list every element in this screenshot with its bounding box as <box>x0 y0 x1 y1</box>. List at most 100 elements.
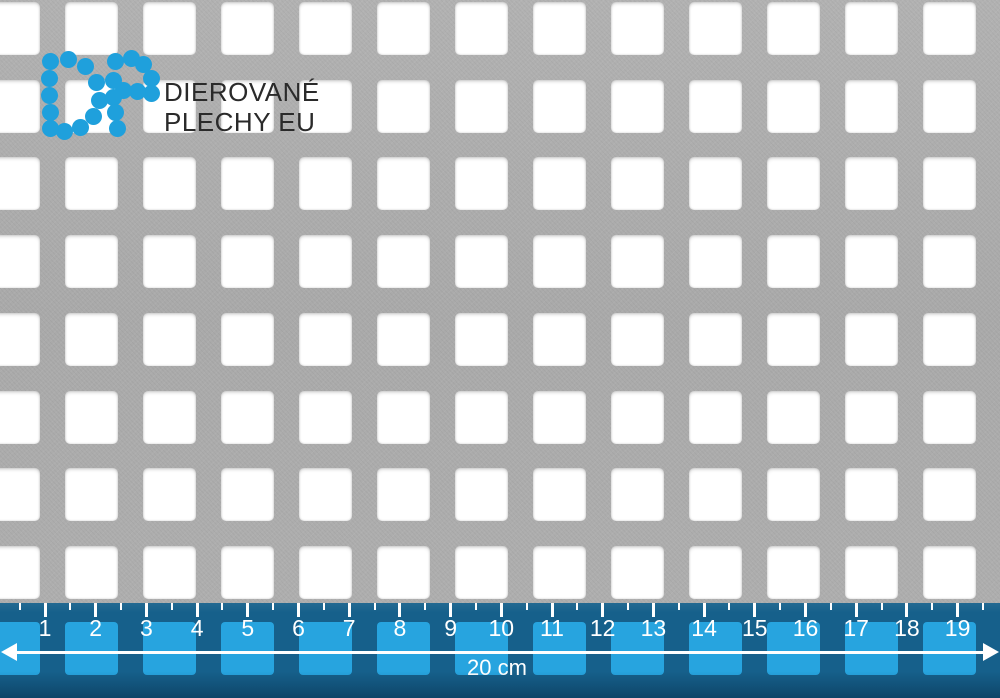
ruler-number: 1 <box>38 615 52 641</box>
square-hole <box>923 80 976 133</box>
square-hole <box>221 391 274 444</box>
square-hole <box>221 546 274 599</box>
square-hole <box>221 468 274 521</box>
square-hole <box>377 468 430 521</box>
square-hole <box>455 546 508 599</box>
ruler-tick-halfcm <box>981 603 984 610</box>
ruler-tick-halfcm <box>272 603 275 610</box>
square-hole <box>923 546 976 599</box>
ruler-tick-cm <box>702 603 706 617</box>
ruler-tick-cm <box>956 603 960 617</box>
square-hole <box>611 468 664 521</box>
square-hole <box>377 80 430 133</box>
square-hole <box>923 313 976 366</box>
square-hole <box>143 2 196 55</box>
ruler-tick-halfcm <box>829 603 832 610</box>
square-hole <box>299 468 352 521</box>
ruler-number: 6 <box>292 615 305 641</box>
ruler-number: 11 <box>540 615 564 641</box>
square-hole <box>0 235 40 288</box>
ruler-tick-halfcm <box>880 603 883 610</box>
square-hole <box>611 546 664 599</box>
ruler-tick-cm <box>753 603 757 617</box>
ruler-tick-cm <box>854 603 858 617</box>
logo-dot <box>41 119 59 137</box>
ruler-tick-cm <box>499 603 503 617</box>
square-hole <box>377 2 430 55</box>
ruler-number: 10 <box>488 615 515 641</box>
dp-logo: DIEROVANÉ PLECHY EU <box>40 49 350 145</box>
square-hole <box>845 313 898 366</box>
square-hole <box>143 391 196 444</box>
square-hole <box>767 468 820 521</box>
square-hole <box>65 235 118 288</box>
square-hole <box>923 468 976 521</box>
ruler-tick-cm <box>94 603 98 617</box>
logo-dot <box>41 103 59 121</box>
ruler-tick-halfcm <box>120 603 123 610</box>
ruler-tick-cm <box>601 603 605 617</box>
ruler-hole-window <box>689 622 742 675</box>
square-hole <box>533 391 586 444</box>
square-hole <box>377 391 430 444</box>
logo-dot <box>142 84 160 102</box>
dp-logo-text: DIEROVANÉ PLECHY EU <box>164 77 320 137</box>
square-hole <box>299 391 352 444</box>
ruler-hole-window <box>143 622 196 675</box>
square-hole <box>455 80 508 133</box>
ruler-hole-window <box>611 622 664 675</box>
square-hole <box>299 313 352 366</box>
square-hole <box>767 313 820 366</box>
square-hole <box>221 80 274 133</box>
ruler-tick-cm <box>297 603 300 617</box>
ruler-tick-halfcm <box>221 603 224 610</box>
square-hole <box>767 2 820 55</box>
square-hole <box>455 157 508 210</box>
arrowhead-right-icon <box>983 643 999 661</box>
ruler-tick-cm <box>905 603 909 617</box>
square-hole <box>299 80 352 133</box>
square-hole <box>143 157 196 210</box>
ruler-hole-window <box>455 622 508 675</box>
ruler-tick-cm <box>398 603 402 617</box>
square-hole <box>923 235 976 288</box>
square-hole <box>689 2 742 55</box>
square-hole <box>611 235 664 288</box>
square-hole <box>0 313 40 366</box>
logo-dot <box>106 103 124 121</box>
square-hole <box>845 2 898 55</box>
square-hole <box>143 235 196 288</box>
ruler-tick-cm <box>195 603 199 617</box>
ruler-tick-halfcm <box>728 603 731 610</box>
ruler-hole-window <box>845 622 898 675</box>
ruler-number: 16 <box>792 615 819 641</box>
ruler-number: 4 <box>190 615 204 641</box>
logo-dot <box>108 119 126 137</box>
square-hole <box>845 235 898 288</box>
logo-dot <box>41 52 59 70</box>
square-hole <box>767 235 820 288</box>
square-hole <box>455 235 508 288</box>
square-hole <box>611 313 664 366</box>
ruler-number: 8 <box>393 615 407 641</box>
ruler-tick-cm <box>43 603 47 617</box>
dimension-arrow-line <box>9 651 991 654</box>
square-hole <box>455 313 508 366</box>
logo-dot <box>87 73 105 91</box>
square-hole <box>689 391 742 444</box>
ruler-tick-halfcm <box>170 603 173 610</box>
square-hole <box>299 546 352 599</box>
ruler-tick-cm <box>144 603 148 617</box>
ruler-tick-halfcm <box>69 603 72 610</box>
dimension-label: 20 cm <box>467 655 527 680</box>
logo-dot <box>128 82 146 100</box>
square-hole <box>377 313 430 366</box>
ruler-number: 3 <box>139 615 153 641</box>
square-hole <box>767 80 820 133</box>
ruler-hole-window <box>533 622 586 675</box>
square-hole <box>533 157 586 210</box>
ruler-tick-cm <box>550 603 554 617</box>
ruler-tick-halfcm <box>424 603 427 610</box>
square-hole <box>533 235 586 288</box>
